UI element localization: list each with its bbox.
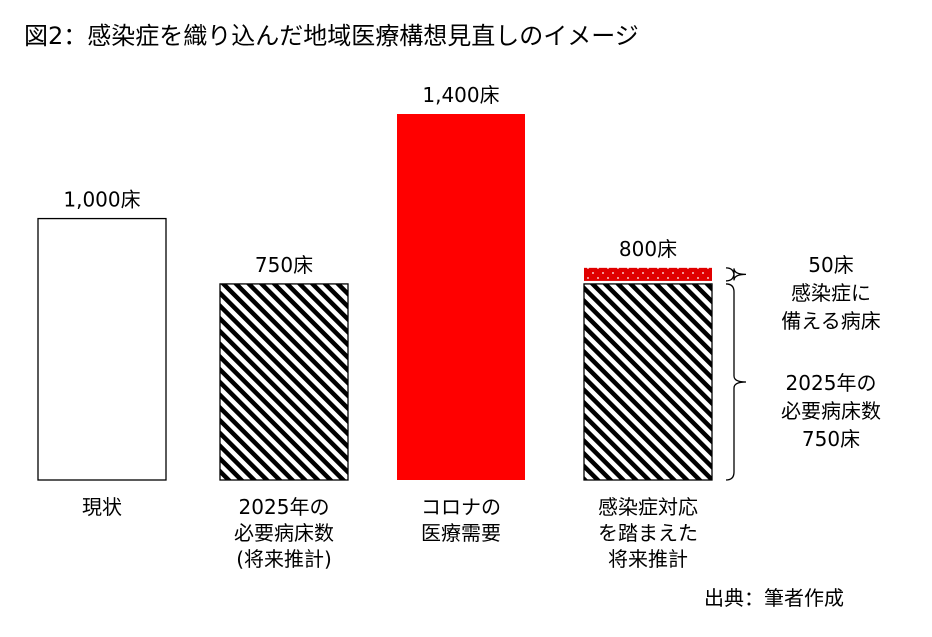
category-label-3: コロナの医療需要 — [421, 495, 501, 545]
bar-2-segment-1 — [219, 283, 349, 481]
annotation-2: 2025年の必要病床数 750床 — [781, 371, 881, 451]
chart-title: 図2：感染症を織り込んだ地域医療構想見直しのイメージ — [24, 22, 639, 50]
value-label-3: 1,400床 — [422, 83, 499, 107]
value-label-4: 800床 — [619, 237, 677, 261]
annotation-1: 50床感染症に備える病床 — [781, 253, 880, 333]
brace-infection-beds — [725, 267, 747, 282]
bar-3-segment-1 — [397, 114, 525, 480]
bar-4-segment-1 — [583, 283, 713, 481]
source-note: 出典：筆者作成 — [704, 586, 844, 610]
annotations-group: 50床感染症に備える病床 2025年の必要病床数 750床 — [725, 253, 881, 481]
category-label-4: 感染症対応を踏まえた将来推計 — [598, 495, 698, 571]
value-label-2: 750床 — [255, 253, 313, 277]
category-label-2: 2025年の必要病床数(将来推計) — [234, 495, 334, 571]
category-label-1: 現状 — [82, 495, 122, 519]
bar-1-segment-1 — [37, 217, 167, 481]
bar-4-segment-2 — [584, 267, 712, 281]
value-label-1: 1,000床 — [63, 188, 140, 212]
brace-2025-required-beds — [725, 283, 747, 481]
